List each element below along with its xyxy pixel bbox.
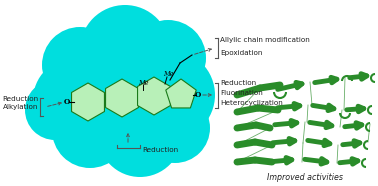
- Circle shape: [75, 45, 175, 145]
- Circle shape: [98, 93, 182, 177]
- Text: O: O: [195, 91, 201, 99]
- Circle shape: [33, 58, 117, 142]
- Text: Fluorination: Fluorination: [220, 90, 263, 96]
- Circle shape: [140, 93, 210, 163]
- Text: Improved activities: Improved activities: [267, 174, 343, 182]
- Text: Reduction
Alkylation: Reduction Alkylation: [2, 96, 38, 110]
- Circle shape: [125, 50, 215, 140]
- Text: Reduction: Reduction: [142, 147, 178, 153]
- Circle shape: [25, 80, 85, 140]
- Circle shape: [52, 92, 128, 168]
- Text: Epoxidation: Epoxidation: [220, 50, 262, 56]
- Circle shape: [80, 5, 170, 95]
- Circle shape: [130, 20, 206, 96]
- Polygon shape: [71, 83, 104, 121]
- Text: Me: Me: [138, 79, 148, 87]
- Text: Reduction: Reduction: [220, 80, 256, 86]
- Polygon shape: [138, 77, 170, 115]
- Text: Allylic chain modification: Allylic chain modification: [220, 37, 310, 43]
- Text: O: O: [64, 98, 70, 106]
- Polygon shape: [105, 79, 138, 117]
- Circle shape: [42, 27, 118, 103]
- Polygon shape: [166, 79, 196, 108]
- Text: Me: Me: [163, 70, 173, 78]
- Text: Heterocyclization: Heterocyclization: [220, 100, 283, 106]
